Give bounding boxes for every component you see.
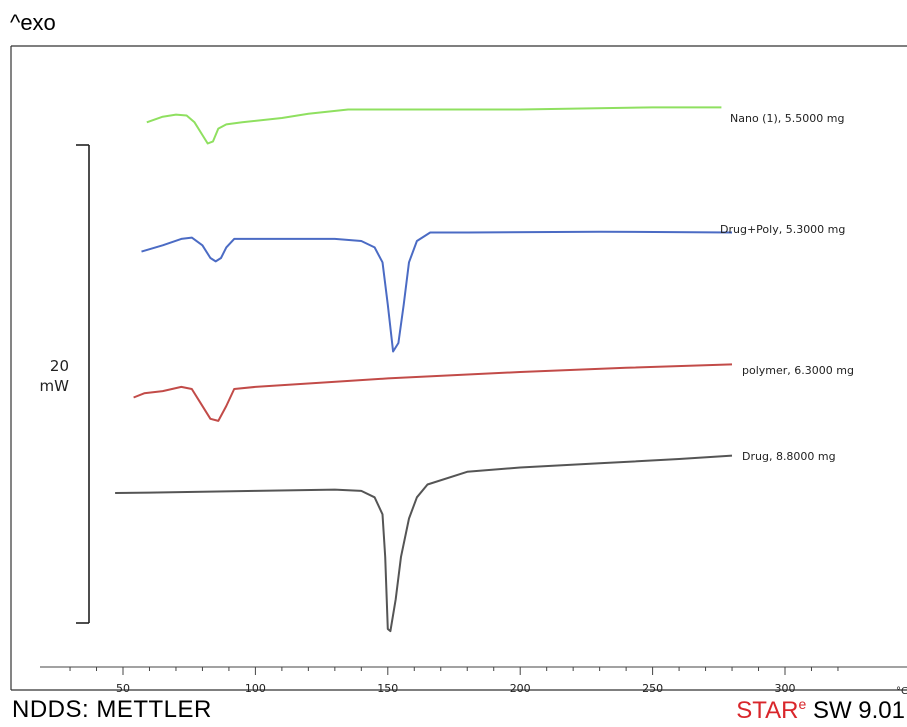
series-label: Drug, 8.8000 mg xyxy=(742,450,836,463)
brand-s: S xyxy=(736,697,753,724)
brand-sup: e xyxy=(798,696,807,712)
series-line xyxy=(141,230,733,353)
x-tick-label: 200 xyxy=(510,682,531,695)
series-line xyxy=(133,363,733,422)
x-axis-tick-labels: 50 100 150 200 250 300 xyxy=(116,682,796,695)
series-label: Nano (1), 5.5000 mg xyxy=(730,112,844,125)
series-label: polymer, 6.3000 mg xyxy=(742,364,854,377)
exo-direction-label: ^exo xyxy=(10,10,56,35)
scale-bar-unit: mW xyxy=(40,377,70,395)
series-line xyxy=(115,454,733,633)
x-tick-label: 50 xyxy=(116,682,130,695)
x-tick-label: 250 xyxy=(642,682,663,695)
footer-software-label: NDDS: METTLER xyxy=(12,696,212,723)
footer-version-label: STARe SW 9.01 xyxy=(736,696,905,725)
x-tick-label: 150 xyxy=(377,682,398,695)
x-axis-unit: °C xyxy=(896,686,907,697)
scale-bar-value: 20 xyxy=(50,357,69,375)
brand-tar: TAR xyxy=(752,697,799,724)
series-lines xyxy=(115,106,733,633)
scale-bar xyxy=(76,144,90,624)
x-axis-ticks xyxy=(69,667,839,675)
series-line xyxy=(146,106,722,145)
x-tick-label: 100 xyxy=(245,682,266,695)
x-tick-label: 300 xyxy=(775,682,796,695)
series-labels: Nano (1), 5.5000 mg Drug+Poly, 5.3000 mg p… xyxy=(720,112,854,463)
series-label: Drug+Poly, 5.3000 mg xyxy=(720,223,845,236)
software-version: SW 9.01 xyxy=(806,697,905,724)
